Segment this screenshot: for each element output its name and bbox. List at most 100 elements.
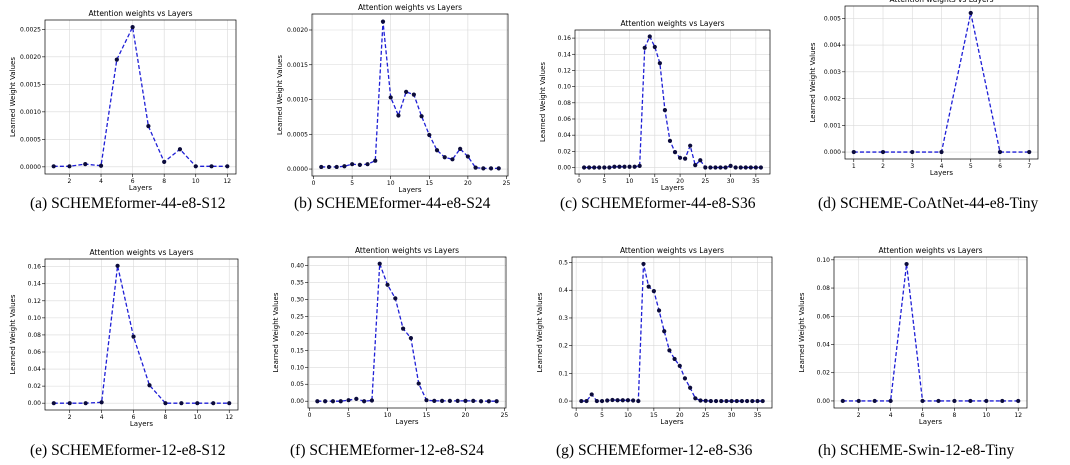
data-point	[713, 165, 718, 170]
x-tick-label: 15	[423, 412, 431, 419]
x-axis-label: Layers	[930, 169, 954, 177]
data-point	[748, 165, 753, 170]
data-point	[592, 165, 597, 170]
y-tick-label: 0.02	[817, 370, 831, 377]
data-point	[672, 356, 677, 362]
data-point	[602, 165, 607, 170]
data-point	[617, 164, 622, 169]
data-point	[83, 401, 88, 406]
data-point	[738, 165, 743, 170]
caption-c: (c) SCHEMEformer-44-e8-S36	[560, 195, 756, 212]
data-point	[610, 397, 615, 403]
series-line	[53, 265, 230, 404]
data-point	[377, 261, 382, 266]
series-line	[842, 263, 1019, 402]
data-point	[131, 334, 136, 339]
x-axis-label: Layers	[395, 418, 419, 426]
x-tick-label: 12	[1014, 412, 1022, 419]
y-tick-label: 0.10	[291, 364, 305, 371]
x-tick-label: 30	[728, 412, 736, 419]
y-tick-label: 0.3	[558, 315, 568, 322]
data-point	[115, 263, 120, 268]
data-point	[486, 399, 491, 404]
data-point	[458, 146, 463, 151]
data-point	[195, 401, 200, 406]
x-tick-label: 2	[857, 412, 861, 419]
x-tick-label: 4	[99, 178, 103, 185]
y-tick-label: 0.14	[28, 281, 42, 288]
chart-panel-g: Attention weights vs Layers 0 5 10 15 20 25 30 3…	[530, 245, 792, 465]
data-point	[936, 398, 941, 404]
data-point	[67, 164, 72, 169]
x-tick-label: 30	[727, 178, 735, 185]
data-point	[724, 398, 729, 404]
data-point	[193, 164, 198, 169]
chart-panel-f: Attention weights vs Layers 0 5 10 15 20 25 0.0…	[260, 245, 522, 465]
data-point	[733, 165, 738, 170]
y-tick-label: 0.12	[558, 67, 572, 74]
y-tick-label: 0.0020	[287, 27, 308, 34]
chart-title: Attention weights vs Layers	[620, 246, 724, 255]
x-tick-label: 10	[387, 180, 395, 187]
data-point	[146, 124, 151, 129]
y-tick-label: 0.05	[291, 381, 305, 388]
y-tick-label: 0.005	[824, 15, 841, 22]
data-point	[427, 132, 432, 138]
data-point	[904, 261, 909, 267]
y-tick-label: 0.0000	[287, 166, 308, 173]
caption-a: (a) SCHEMEformer-44-e8-S12	[30, 195, 226, 212]
data-point	[920, 398, 925, 404]
y-tick-label: 0.001	[824, 122, 841, 129]
data-point	[342, 164, 347, 169]
x-tick-label: 8	[953, 412, 957, 419]
x-axis-label: Layers	[130, 420, 154, 428]
data-point	[587, 165, 592, 170]
chart-title: Attention weights vs Layers	[355, 246, 459, 255]
data-point	[662, 107, 668, 113]
x-tick-label: 15	[650, 412, 658, 419]
y-tick-label: 0.15	[291, 347, 305, 354]
y-axis-label: Learned Weight Values	[798, 292, 806, 372]
line-chart-f: Attention weights vs Layers 0 5 10 15 20 25 0.0…	[272, 246, 508, 426]
chart-title: Attention weights vs Layers	[889, 0, 993, 4]
series-line	[53, 25, 228, 167]
data-point	[419, 114, 424, 119]
chart-title: Attention weights vs Layers	[878, 246, 982, 255]
y-axis-label: Learned Weight Values	[272, 292, 280, 372]
caption-g: (g) SCHEMEformer-12-e8-S36	[556, 442, 753, 459]
data-point	[750, 398, 755, 404]
line-chart-a: Attention weights vs Layers 2 4 6 8 10 12 0.000…	[9, 9, 237, 192]
data-point	[597, 165, 602, 170]
caption-e: (e) SCHEMEformer-12-e8-S12	[30, 442, 226, 459]
data-point	[599, 398, 605, 404]
data-point	[442, 155, 447, 160]
y-tick-label: 0.0010	[20, 109, 41, 116]
data-point	[98, 163, 104, 168]
plot-frame	[311, 13, 509, 177]
y-axis-label: Learned Weight Values	[536, 292, 544, 372]
y-axis-label: Learned Weight Values	[9, 57, 17, 137]
data-point	[401, 326, 406, 331]
data-point	[997, 149, 1003, 155]
data-point	[362, 399, 367, 404]
y-tick-label: 0.0015	[20, 81, 41, 88]
data-point	[743, 165, 748, 170]
y-tick-label: 0.0	[558, 398, 568, 405]
y-tick-label: 0.16	[558, 35, 572, 42]
y-tick-label: 0.004	[824, 42, 841, 49]
data-point	[162, 159, 167, 164]
data-point	[718, 165, 723, 170]
data-point	[496, 166, 501, 171]
x-tick-label: 5	[602, 178, 606, 185]
x-tick-label: 5	[600, 412, 604, 419]
y-tick-label: 0.10	[558, 84, 572, 91]
data-point	[646, 284, 651, 289]
y-tick-label: 0.14	[558, 51, 572, 58]
data-point	[703, 165, 708, 170]
x-tick-label: 4	[940, 163, 944, 170]
data-point	[411, 92, 416, 97]
data-point	[677, 155, 683, 160]
y-tick-label: 0.0015	[287, 62, 308, 69]
data-point	[357, 162, 362, 167]
data-point	[1027, 149, 1032, 155]
